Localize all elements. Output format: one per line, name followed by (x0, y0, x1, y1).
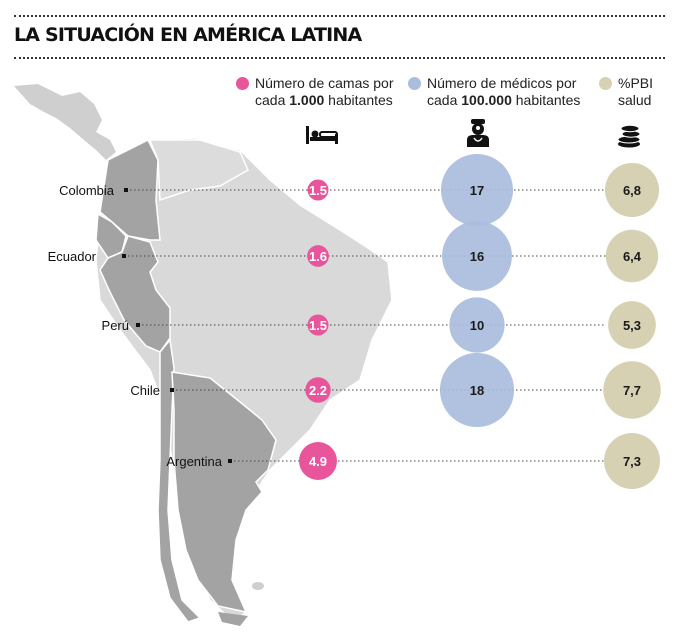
top-rule (14, 15, 665, 17)
beds-value: 1.6 (309, 249, 327, 264)
country-label: Ecuador (48, 249, 97, 264)
gdp-circle (605, 229, 659, 283)
country-label: Argentina (166, 454, 222, 469)
bed-icon (306, 126, 338, 144)
venezuela-shape (148, 139, 249, 202)
beds-circle (307, 179, 329, 201)
doctors-legend-prefix: cada (427, 92, 462, 108)
gdp-circle (604, 433, 660, 489)
beds-value: 4.9 (309, 454, 327, 469)
beds-value: 2.2 (309, 383, 327, 398)
doctors-legend-line2: cada 100.000 habitantes (427, 92, 580, 109)
doctors-legend-line1: Número de médicos por (427, 75, 577, 91)
country-marker (136, 323, 140, 327)
beds-legend-prefix: cada (255, 92, 290, 108)
argentina-shape (171, 371, 277, 614)
legend-beds: Número de camas por cada 1.000 habitante… (236, 75, 394, 109)
doctors-circle (439, 352, 515, 428)
central-america-shape (14, 84, 116, 160)
country-marker (122, 254, 126, 258)
doctors-legend-suffix: habitantes (511, 92, 581, 108)
beds-circle (299, 442, 337, 480)
country-marker (170, 388, 174, 392)
gdp-value: 5,3 (623, 318, 641, 333)
beds-legend-suffix: habitantes (324, 92, 393, 108)
gdp-circle (603, 361, 661, 419)
legend-gdp: %PBI salud (599, 75, 653, 109)
gdp-value: 7,3 (623, 454, 641, 469)
title-rule (14, 57, 665, 59)
beds-value: 1.5 (309, 183, 327, 198)
doctors-circle (449, 297, 505, 353)
beds-legend-line2: cada 1.000 habitantes (255, 92, 394, 109)
country-label: Perú (102, 318, 129, 333)
falklands-shape (252, 582, 264, 590)
beds-circle (307, 314, 329, 336)
doctors-circle (442, 221, 512, 291)
doctors-value: 10 (470, 318, 484, 333)
gdp-value: 7,7 (623, 383, 641, 398)
doctors-value: 18 (470, 383, 484, 398)
gdp-circle (608, 301, 656, 349)
country-label: Colombia (59, 183, 115, 198)
doctors-legend-swatch (408, 77, 421, 90)
gdp-value: 6,4 (623, 249, 642, 264)
gdp-legend-swatch (599, 77, 612, 90)
gdp-legend-line2: salud (618, 92, 652, 108)
beds-legend-swatch (236, 77, 249, 90)
beds-legend-bold: 1.000 (289, 92, 325, 108)
beds-circle (305, 377, 331, 403)
country-label: Chile (130, 383, 160, 398)
gdp-circle (605, 163, 659, 217)
country-marker (228, 459, 232, 463)
gdp-value: 6,8 (623, 183, 641, 198)
beds-value: 1.5 (309, 318, 327, 333)
peru-shape (99, 235, 171, 353)
coins-icon (617, 124, 641, 148)
doctor-icon (467, 119, 489, 147)
gdp-legend-line1: %PBI (618, 75, 654, 91)
country-marker (124, 188, 128, 192)
doctors-circle (441, 154, 513, 226)
beds-legend-line1: Número de camas por (255, 75, 394, 91)
doctors-legend-bold: 100.000 (461, 92, 512, 108)
doctors-value: 16 (470, 249, 484, 264)
tierra-del-fuego-shape (218, 612, 248, 626)
legend-doctors: Número de médicos por cada 100.000 habit… (408, 75, 580, 109)
beds-circle (307, 245, 329, 267)
doctors-value: 17 (470, 183, 484, 198)
page-title: LA SITUACIÓN EN AMÉRICA LATINA (14, 24, 362, 46)
